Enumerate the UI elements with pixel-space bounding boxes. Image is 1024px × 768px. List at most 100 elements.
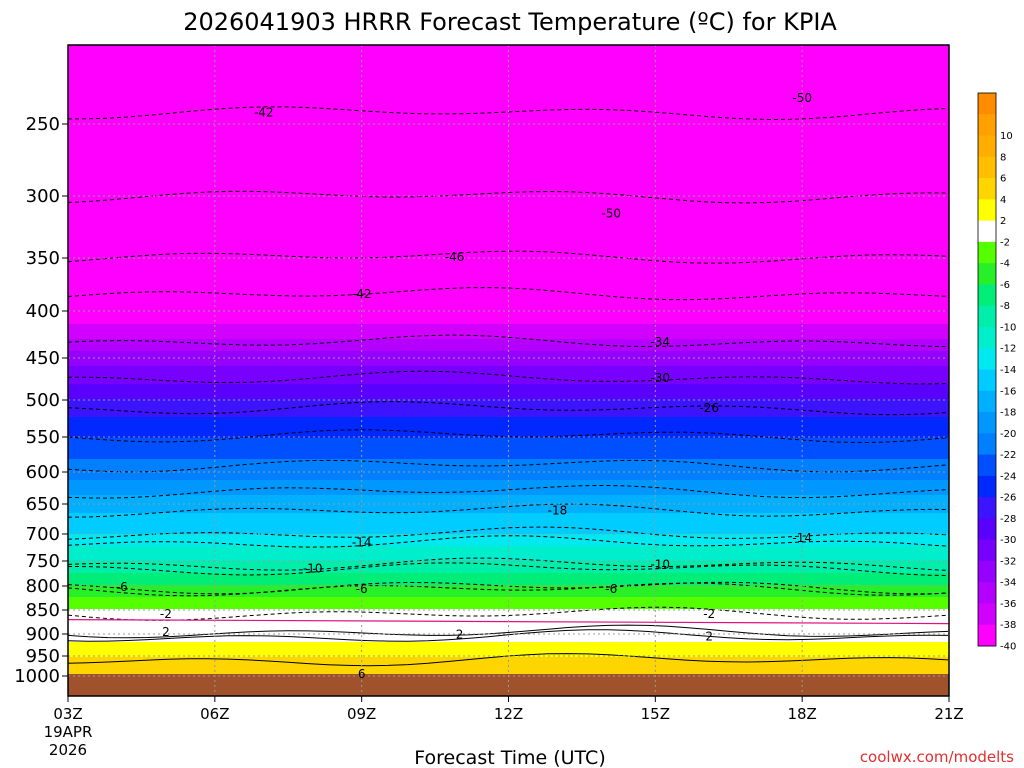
temperature-band [68,87,949,91]
colorbar-label: -36 [1000,599,1016,610]
temperature-band [68,318,949,322]
temperature-band [68,237,949,241]
temperature-band [68,363,949,367]
chart-title: 2026041903 HRRR Forecast Temperature (ºC… [183,8,837,36]
temperature-band [68,201,949,205]
temperature-band [68,456,949,460]
colorbar-swatch [978,560,996,583]
contour-label: -42 [254,106,274,120]
colorbar-label: 6 [1000,174,1006,185]
contour-label: -2 [703,607,715,621]
temperature-band [68,126,949,130]
colorbar-label: -34 [1000,578,1016,589]
x-tick-label: 12Z [494,705,523,723]
temperature-band [68,348,949,352]
temperature-band [68,156,949,160]
colorbar-swatch [978,220,996,243]
colorbar-label: 2 [1000,216,1006,227]
y-tick-label: 400 [26,301,60,322]
temperature-band [68,531,949,535]
colorbar-label: -26 [1000,493,1016,504]
temperature-band [68,177,949,181]
colorbar-swatch [978,518,996,541]
temperature-band [68,627,949,631]
contour-label: -26 [699,401,719,415]
contour-label: -50 [792,91,812,105]
colorbar-swatch [978,497,996,519]
colorbar-swatch [978,433,996,455]
temperature-band [68,582,949,586]
temperature-band [68,666,949,670]
y-tick-label: 250 [26,114,60,135]
colorbar-label: -2 [1000,237,1010,248]
temperature-band [68,102,949,106]
temperature-band [68,117,949,121]
temperature-band [68,546,949,550]
temperature-band [68,132,949,136]
colorbar-swatch [978,326,996,349]
temperature-band [68,192,949,196]
temperature-band [68,561,949,565]
temperature-band [68,108,949,112]
credit-link[interactable]: coolwx.com/modelts [860,748,1014,766]
colorbar-label: -38 [1000,620,1016,631]
temperature-band [68,141,949,145]
temperature-band [68,648,949,652]
contour-label: -34 [650,335,670,349]
temperature-band [68,513,949,517]
temperature-band [68,576,949,580]
temperature-band [68,138,949,142]
temperature-band [68,567,949,571]
temperature-band [68,492,949,496]
temperature-band [68,636,949,640]
colorbar-label: 10 [1000,131,1013,142]
temperature-band [68,261,949,265]
temperature-band [68,216,949,220]
colorbar-label: -18 [1000,408,1016,419]
temperature-band [68,291,949,295]
temperature-band [68,63,949,67]
contour-label: -18 [548,504,568,518]
temperature-band [68,288,949,292]
temperature-band [68,162,949,166]
colorbar-label: 4 [1000,195,1006,206]
colorbar-swatch [978,454,996,477]
temperature-band [68,441,949,445]
temperature-band [68,153,949,157]
contour-line [68,106,949,121]
temperature-band [68,486,949,490]
temperature-band [68,207,949,211]
colorbar-label: -4 [1000,259,1010,270]
temperature-band [68,522,949,526]
x-tick-label: 15Z [641,705,670,723]
x-tick-label: 03Z [53,705,82,723]
y-tick-label: 800 [26,576,60,597]
temperature-band [68,78,949,82]
temperature-band [68,276,949,280]
temperature-band [68,552,949,556]
temperature-band [68,96,949,100]
temperature-band [68,471,949,475]
temperature-band [68,402,949,406]
temperature-band [68,252,949,256]
colorbar-label: -12 [1000,344,1016,355]
temperature-band [68,222,949,226]
temperature-band [68,672,949,676]
colorbar-label: -8 [1000,301,1010,312]
x-tick-label: 06Z [200,705,229,723]
temperature-band [68,477,949,481]
y-tick-label: 650 [26,494,60,515]
temperature-band [68,423,949,427]
contour-label: -10 [303,562,323,576]
x-tick-label: 21Z [934,705,963,723]
y-tick-label: 900 [26,624,60,645]
x-date-line-2: 2026 [49,741,87,759]
y-tick-label: 700 [26,524,60,545]
temperature-band [68,408,949,412]
temperature-band [68,642,949,646]
colorbar-label: -40 [1000,642,1016,653]
y-tick-label: 550 [26,427,60,448]
colorbar-swatch [978,284,996,307]
contour-label: -42 [352,287,372,301]
